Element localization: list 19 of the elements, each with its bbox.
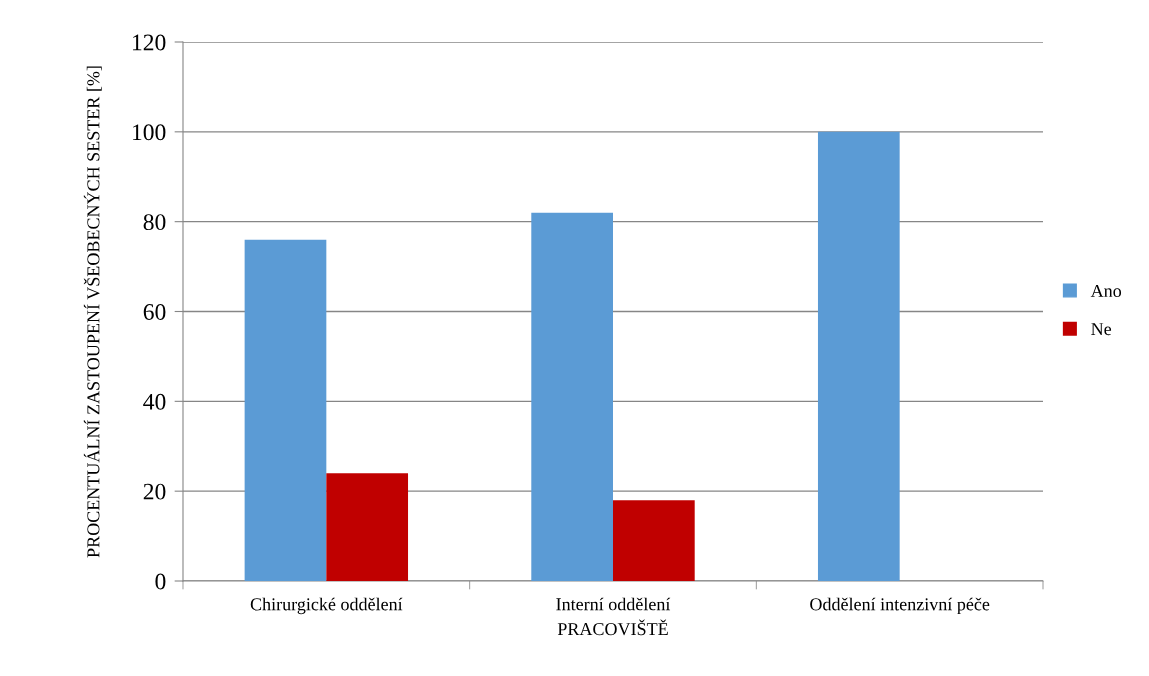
y-tick-label: 0: [155, 573, 166, 590]
legend-label: Ne: [1091, 323, 1112, 336]
bar: [326, 473, 409, 581]
x-tick-label: Oddělení intenzivní péče: [810, 597, 990, 615]
y-axis-title: PROCENTUÁLNÍ ZASTOUPENÍ VŠEOBECNÝCH SESTER [%]: [83, 66, 102, 558]
bar: [817, 131, 900, 581]
bar: [613, 500, 695, 581]
x-tick-label: Interní oddělení: [556, 597, 671, 611]
y-tick-label: 80: [143, 214, 166, 231]
x-axis-title: PRACOVIŠTĚ: [557, 619, 668, 636]
bar: [244, 239, 327, 581]
y-tick-label: 20: [143, 483, 166, 500]
legend-label: Ano: [1090, 284, 1122, 297]
y-tick-label: 40: [143, 393, 166, 410]
y-tick-label: 60: [143, 303, 166, 320]
x-tick-label: Chirurgické oddělení: [250, 597, 403, 615]
y-tick-label: 100: [132, 124, 166, 141]
bar: [531, 212, 613, 581]
y-tick-label: 120: [132, 34, 166, 51]
